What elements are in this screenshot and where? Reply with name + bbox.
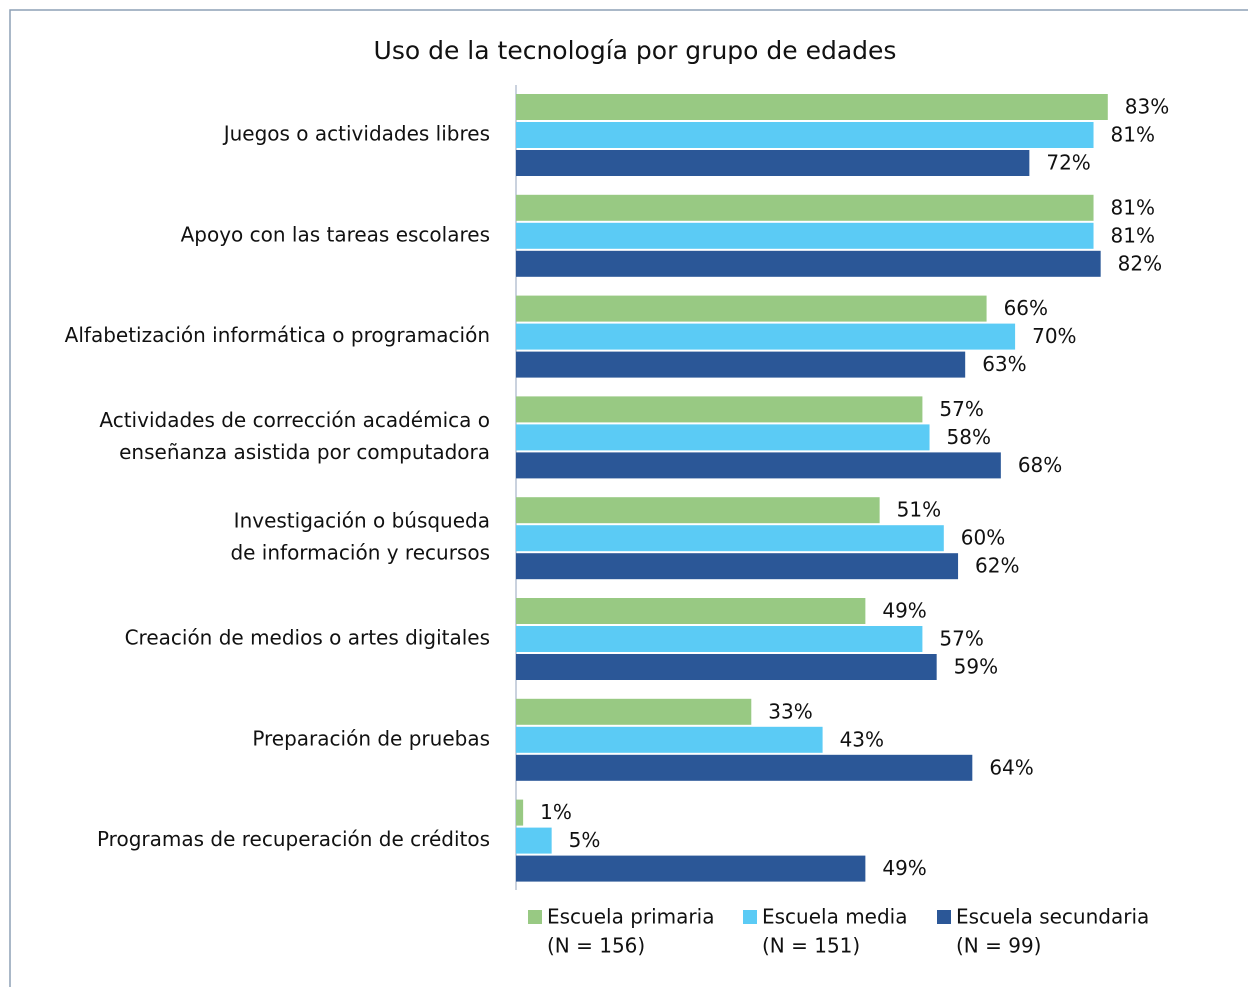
bar — [516, 150, 1030, 176]
bar — [516, 754, 973, 781]
value-label: 49% — [882, 856, 926, 880]
value-label: 57% — [939, 397, 983, 421]
legend-swatch — [743, 910, 757, 924]
value-label: 64% — [989, 755, 1033, 779]
bar — [516, 250, 1101, 277]
legend-sample: (N = 99) — [956, 934, 1042, 958]
category-label: Alfabetización informática o programació… — [65, 323, 490, 347]
chart-frame — [9, 9, 1248, 987]
value-label: 66% — [1004, 296, 1048, 320]
value-label: 43% — [840, 727, 884, 751]
bar — [516, 194, 1094, 221]
value-label: 68% — [1018, 453, 1062, 477]
bar — [516, 396, 923, 423]
value-label: 1% — [540, 800, 572, 824]
value-label: 81% — [1111, 195, 1155, 219]
value-label: 60% — [961, 526, 1005, 550]
value-label: 62% — [975, 554, 1019, 578]
legend-sample: (N = 156) — [547, 934, 645, 958]
category-label: Investigación o búsqueda — [234, 509, 490, 533]
bar — [516, 94, 1108, 120]
value-label: 58% — [947, 425, 991, 449]
bar — [516, 855, 866, 882]
legend-swatch — [937, 910, 951, 924]
value-label: 33% — [768, 699, 812, 723]
bar — [516, 553, 959, 580]
chart-title: Uso de la tecnología por grupo de edades — [374, 36, 897, 65]
bar — [516, 598, 866, 624]
legend-swatch — [528, 910, 542, 924]
value-label: 49% — [882, 599, 926, 623]
legend-label: Escuela secundaria — [956, 905, 1149, 929]
legend-label: Escuela media — [762, 905, 908, 929]
legend-sample: (N = 151) — [762, 934, 860, 958]
value-label: 83% — [1125, 95, 1169, 119]
bar — [516, 424, 930, 451]
value-label: 82% — [1118, 251, 1162, 275]
bar — [516, 452, 1001, 479]
value-label: 59% — [954, 655, 998, 679]
bar — [516, 726, 823, 753]
bar — [516, 626, 923, 652]
value-label: 81% — [1111, 223, 1155, 247]
bar — [516, 525, 944, 552]
bar — [516, 698, 752, 725]
bar — [516, 122, 1094, 148]
category-label: Creación de medios o artes digitales — [125, 626, 490, 650]
value-label: 72% — [1046, 151, 1090, 175]
bar — [516, 497, 880, 524]
category-label: Programas de recuperación de créditos — [97, 827, 490, 851]
bar — [516, 295, 987, 322]
value-label: 81% — [1111, 123, 1155, 147]
category-label: enseñanza asistida por computadora — [119, 440, 490, 464]
bar — [516, 351, 966, 378]
bar — [516, 323, 1016, 350]
value-label: 51% — [897, 498, 941, 522]
category-label: Preparación de pruebas — [252, 726, 490, 750]
bar — [516, 654, 937, 680]
bar — [516, 222, 1094, 249]
bar — [516, 827, 552, 854]
category-label: Apoyo con las tareas escolares — [181, 222, 490, 246]
value-label: 5% — [569, 828, 601, 852]
category-label: Actividades de corrección académica o — [99, 408, 490, 432]
value-label: 57% — [939, 627, 983, 651]
category-label: de información y recursos — [230, 541, 490, 565]
legend-label: Escuela primaria — [547, 905, 714, 929]
value-label: 63% — [982, 352, 1026, 376]
bar — [516, 799, 524, 826]
value-label: 70% — [1032, 324, 1076, 348]
category-label: Juegos o actividades libres — [222, 122, 490, 146]
